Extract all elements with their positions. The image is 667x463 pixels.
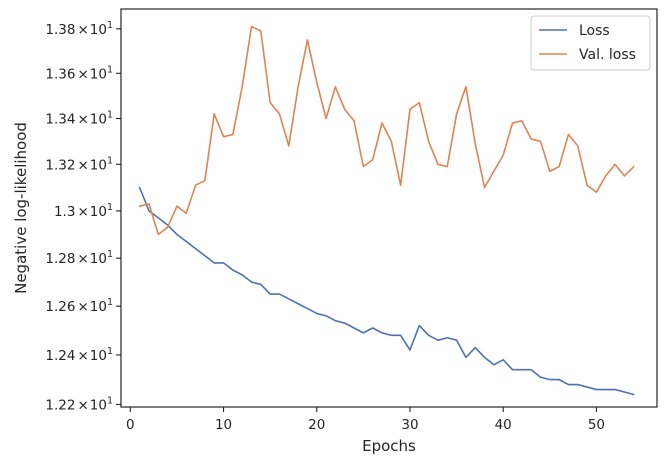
y-tick-times: × bbox=[77, 22, 88, 38]
y-tick-exponent: 1 bbox=[107, 155, 113, 166]
y-tick-label: 1.3 ×101 bbox=[54, 202, 113, 220]
y-tick-mantissa: 1.26 bbox=[45, 299, 75, 315]
y-tick-exponent: 1 bbox=[107, 202, 113, 213]
y-tick-base: 10 bbox=[90, 299, 107, 315]
y-tick-label: 1.22 ×101 bbox=[45, 396, 113, 414]
x-tick-label: 10 bbox=[215, 417, 232, 433]
y-tick-label: 1.24 ×101 bbox=[45, 346, 113, 364]
y-tick-times: × bbox=[77, 157, 88, 173]
y-tick-base: 10 bbox=[90, 348, 107, 364]
y-tick-times: × bbox=[77, 66, 88, 82]
x-tick-label: 40 bbox=[495, 417, 512, 433]
y-tick-label: 1.38 ×101 bbox=[45, 20, 113, 38]
y-tick-mantissa: 1.32 bbox=[45, 157, 75, 173]
y-tick-base: 10 bbox=[90, 398, 107, 414]
y-tick-label: 1.32 ×101 bbox=[45, 155, 113, 173]
x-tick-label: 50 bbox=[588, 417, 605, 433]
y-tick-times: × bbox=[77, 111, 88, 127]
y-tick-exponent: 1 bbox=[107, 249, 113, 260]
y-tick-times: × bbox=[77, 251, 88, 267]
legend: Loss Val. loss bbox=[530, 15, 651, 71]
y-tick-exponent: 1 bbox=[107, 396, 113, 407]
y-tick-times: × bbox=[77, 204, 88, 220]
y-tick-mantissa: 1.28 bbox=[45, 251, 75, 267]
series-layer bbox=[138, 25, 635, 396]
y-tick-label: 1.28 ×101 bbox=[45, 249, 113, 267]
y-tick-base: 10 bbox=[90, 111, 107, 127]
y-tick-base: 10 bbox=[90, 157, 107, 173]
y-tick-times: × bbox=[77, 348, 88, 364]
legend-label-loss: Loss bbox=[579, 23, 610, 39]
y-axis-label: Negative log-likelihood bbox=[12, 122, 30, 294]
series-line-val-loss bbox=[138, 25, 635, 236]
y-tick-base: 10 bbox=[90, 66, 107, 82]
y-tick-mantissa: 1.24 bbox=[45, 348, 75, 364]
y-tick-label: 1.34 ×101 bbox=[45, 109, 113, 127]
y-tick-times: × bbox=[77, 398, 88, 414]
legend-label-val-loss: Val. loss bbox=[579, 47, 636, 63]
y-tick-base: 10 bbox=[90, 251, 107, 267]
x-axis-label: Epochs bbox=[362, 437, 416, 455]
y-tick-mantissa: 1.34 bbox=[45, 111, 75, 127]
y-tick-base: 10 bbox=[90, 22, 107, 38]
y-tick-exponent: 1 bbox=[107, 297, 113, 308]
y-tick-label: 1.36 ×101 bbox=[45, 64, 113, 82]
x-tick-label: 20 bbox=[308, 417, 325, 433]
y-tick-mantissa: 1.38 bbox=[45, 22, 75, 38]
y-tick-exponent: 1 bbox=[107, 20, 113, 31]
y-tick-exponent: 1 bbox=[107, 346, 113, 357]
y-tick-exponent: 1 bbox=[107, 64, 113, 75]
y-tick-mantissa: 1.3 bbox=[54, 204, 75, 220]
x-tick-label: 0 bbox=[126, 417, 135, 433]
y-tick-mantissa: 1.22 bbox=[45, 398, 75, 414]
series-line-loss bbox=[138, 186, 635, 396]
y-tick-exponent: 1 bbox=[107, 109, 113, 120]
y-tick-base: 10 bbox=[90, 204, 107, 220]
x-axis-ticks: 0 10 20 30 40 50 bbox=[126, 407, 605, 433]
plot-frame bbox=[120, 8, 658, 408]
y-tick-label: 1.26 ×101 bbox=[45, 297, 113, 315]
y-tick-mantissa: 1.36 bbox=[45, 66, 75, 82]
y-tick-times: × bbox=[77, 299, 88, 315]
x-tick-label: 30 bbox=[401, 417, 418, 433]
